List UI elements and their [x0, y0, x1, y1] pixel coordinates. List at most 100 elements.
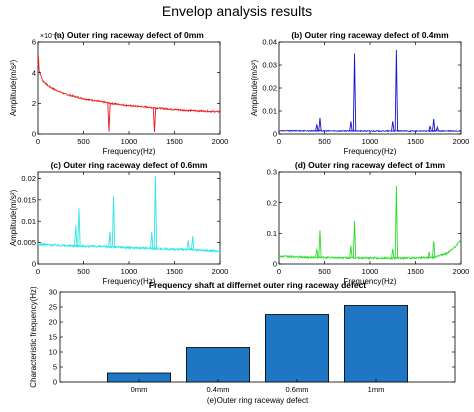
peak-2	[108, 231, 112, 247]
peak-2	[349, 245, 353, 258]
x-tick-label-3: 1500	[166, 267, 183, 276]
peak-3	[352, 53, 357, 131]
chart-title: Frequency shaft at differnet outer ring …	[149, 280, 366, 290]
chart-title: (c) Outer ring raceway defect of 0.6mm	[51, 160, 208, 170]
y-tick-label-1: 0.01	[262, 107, 277, 116]
y-tick-label-4: 0.04	[262, 38, 277, 47]
x-tick-label-4: 2000	[453, 267, 470, 276]
peak-6	[427, 251, 431, 258]
plot-frame	[37, 41, 221, 135]
chart-d-1mm: 0 500 1000 1500 2000 0 0.1 0.2 0.3 (d) Outer ring…	[267, 160, 470, 286]
y-tick-label-0: 0	[273, 130, 277, 139]
x-tick-label-3: 1500	[407, 137, 424, 146]
bar-1mm	[343, 305, 408, 383]
y-tick-label-2: 0.01	[21, 217, 36, 226]
y-axis-label: Amplitude(m/s²)	[250, 59, 259, 116]
y-tick-label-3: 15	[49, 333, 57, 342]
peak-3	[352, 221, 357, 258]
x-tick-label-2: 1000	[362, 267, 379, 276]
y-tick-label-3: 0.03	[262, 61, 277, 70]
axis-exponent-label: ×10⁻³	[40, 33, 59, 40]
x-tick-label-3: 1500	[166, 137, 183, 146]
x-tick-label-0: 0	[36, 267, 40, 276]
x-tick-label-4: 2000	[212, 267, 229, 276]
x-axis-label: Frequency(Hz)	[103, 147, 156, 156]
peak-1	[318, 230, 322, 258]
x-tick-label-4: 2000	[212, 137, 229, 146]
peak-7	[191, 236, 195, 250]
category-label-0mm: 0mm	[131, 385, 148, 394]
chart-b-0-4mm: 0 500 1000 1500 2000 0 0.01 0.02 0.03 0.04 (b) Out…	[250, 30, 469, 156]
peak-5	[394, 50, 399, 132]
y-tick-label-3: 0.3	[267, 168, 277, 177]
y-tick-label-2: 4	[32, 68, 36, 77]
x-tick-label-1: 500	[318, 137, 331, 146]
peak-0	[315, 124, 319, 131]
x-tick-label-0: 0	[36, 137, 40, 146]
y-tick-label-1: 0.1	[267, 229, 277, 238]
x-tick-label-0: 0	[277, 137, 281, 146]
category-label-1mm: 1mm	[368, 385, 385, 394]
y-axis-label: Amplitude(m/s²)	[9, 59, 18, 116]
x-axis-label: Frequency(Hz)	[103, 277, 156, 286]
figure-title: Envelop analysis results	[162, 3, 312, 19]
x-axis-label: Frequency(Hz)	[344, 147, 397, 156]
category-label-0.6mm: 0.6mm	[286, 385, 309, 394]
signal-line	[37, 55, 221, 114]
chart-e-frequency-bars: 0 5 10 15 20 25 30 0mm 0.4mm 0.6mm 1mm Frequency sh…	[29, 280, 456, 405]
x-tick-label-2: 1000	[121, 137, 138, 146]
x-tick-label-1: 500	[77, 267, 90, 276]
y-tick-label-2: 0.2	[267, 198, 277, 207]
peak-6	[428, 125, 432, 132]
x-tick-label-2: 1000	[121, 267, 138, 276]
y-axis-label: Amplitude(m/s²)	[9, 189, 18, 246]
y-tick-label-2: 0.02	[262, 84, 277, 93]
peak-7	[432, 240, 436, 258]
peak-2	[349, 121, 353, 132]
x-tick-label-4: 2000	[453, 137, 470, 146]
x-tick-label-1: 500	[318, 267, 331, 276]
y-axis-label: Characteristic frequency(Hz)	[29, 286, 38, 388]
peak-4	[391, 248, 395, 259]
x-tick-label-0: 0	[277, 267, 281, 276]
bar-0.4mm	[185, 347, 250, 383]
peak-6	[186, 240, 190, 250]
y-tick-label-0: 0	[273, 260, 277, 269]
y-tick-label-3: 6	[32, 38, 36, 47]
peak-1	[77, 208, 81, 246]
y-tick-label-2: 10	[49, 348, 57, 357]
chart-title: (b) Outer ring raceway defect of 0.4mm	[291, 30, 449, 40]
peak-1	[152, 107, 157, 133]
peak-5	[153, 176, 158, 249]
plot-frame	[278, 171, 462, 265]
y-tick-label-0: 0	[32, 260, 36, 269]
x-tick-label-3: 1500	[407, 267, 424, 276]
chart-title: (d) Outer ring raceway defect of 1mm	[295, 160, 446, 170]
y-tick-label-1: 0.005	[17, 238, 36, 247]
peak-7	[432, 119, 436, 132]
y-tick-label-3: 0.015	[17, 195, 36, 204]
peak-0	[107, 103, 111, 132]
peak-1	[318, 117, 322, 131]
x-tick-label-2: 1000	[362, 137, 379, 146]
peak-0	[315, 248, 319, 258]
x-tick-label-1: 500	[77, 137, 90, 146]
y-tick-label-1: 2	[32, 99, 36, 108]
chart-a-0mm: 0 500 1000 1500 2000 0 2 4 6 (a) Outer ring racew…	[9, 30, 228, 156]
y-tick-label-4: 0.02	[21, 174, 36, 183]
peak-4	[391, 121, 395, 132]
y-tick-label-6: 30	[49, 288, 57, 297]
peak-8	[435, 125, 439, 132]
y-tick-label-0: 0	[53, 378, 57, 387]
peak-5	[394, 185, 399, 259]
x-axis-label: (e)Outer ring raceway defect	[207, 396, 309, 405]
y-tick-label-1: 5	[53, 363, 57, 372]
y-tick-label-0: 0	[32, 130, 36, 139]
y-tick-label-5: 25	[49, 303, 57, 312]
bar-0.6mm	[264, 314, 329, 383]
peak-4	[150, 231, 154, 249]
category-label-0.4mm: 0.4mm	[207, 385, 230, 394]
peak-0	[74, 225, 78, 246]
peak-3	[111, 196, 116, 247]
